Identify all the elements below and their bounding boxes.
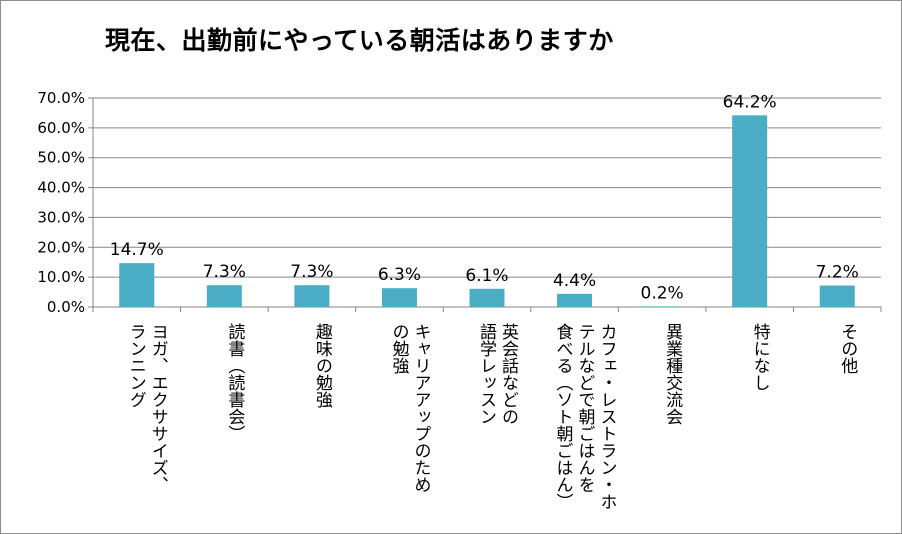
y-tick-label: 50.0% xyxy=(37,149,85,167)
bar xyxy=(119,263,155,307)
data-label: 6.1% xyxy=(465,266,508,286)
data-label: 7.2% xyxy=(816,263,859,283)
category-label: 趣味の勉強 xyxy=(311,323,332,408)
category-label: キャリアアップのため の勉強 xyxy=(388,323,431,493)
bar xyxy=(644,306,680,307)
data-label: 0.2% xyxy=(641,283,684,303)
bar xyxy=(206,285,242,307)
chart-title: 現在、出勤前にやっている朝活はありますか xyxy=(105,26,614,55)
category-label: ヨガ、エクササイズ、 ランニング xyxy=(125,323,168,493)
y-tick-label: 10.0% xyxy=(37,268,85,286)
data-label: 64.2% xyxy=(723,92,777,112)
y-tick-label: 0.0% xyxy=(47,298,85,316)
y-tick-label: 30.0% xyxy=(37,208,85,226)
category-label: 英会話などの 語学レッスン xyxy=(476,323,518,425)
category-label: 特になし xyxy=(749,323,770,391)
bar xyxy=(819,285,855,307)
bar xyxy=(557,293,593,307)
y-tick-label: 20.0% xyxy=(37,238,85,256)
data-label: 7.3% xyxy=(290,262,333,282)
category-label: その他 xyxy=(837,323,858,374)
bar xyxy=(381,288,417,307)
bar xyxy=(294,285,330,307)
y-tick-label: 70.0% xyxy=(37,89,85,107)
category-label: 読書（読書会） xyxy=(224,323,245,442)
y-tick-label: 40.0% xyxy=(37,179,85,197)
data-label: 4.4% xyxy=(553,271,596,291)
data-label: 6.3% xyxy=(378,265,421,285)
category-label: 異業種交流会 xyxy=(662,323,683,425)
data-label: 14.7% xyxy=(110,240,164,260)
bar xyxy=(732,115,768,308)
y-tick-label: 60.0% xyxy=(37,119,85,137)
category-label: カフェ・レストラン・ホ テルなどで朝ごはんを 食べる（ソト朝ごはん） xyxy=(552,323,617,510)
data-label: 7.3% xyxy=(203,262,246,282)
bar xyxy=(469,288,505,307)
